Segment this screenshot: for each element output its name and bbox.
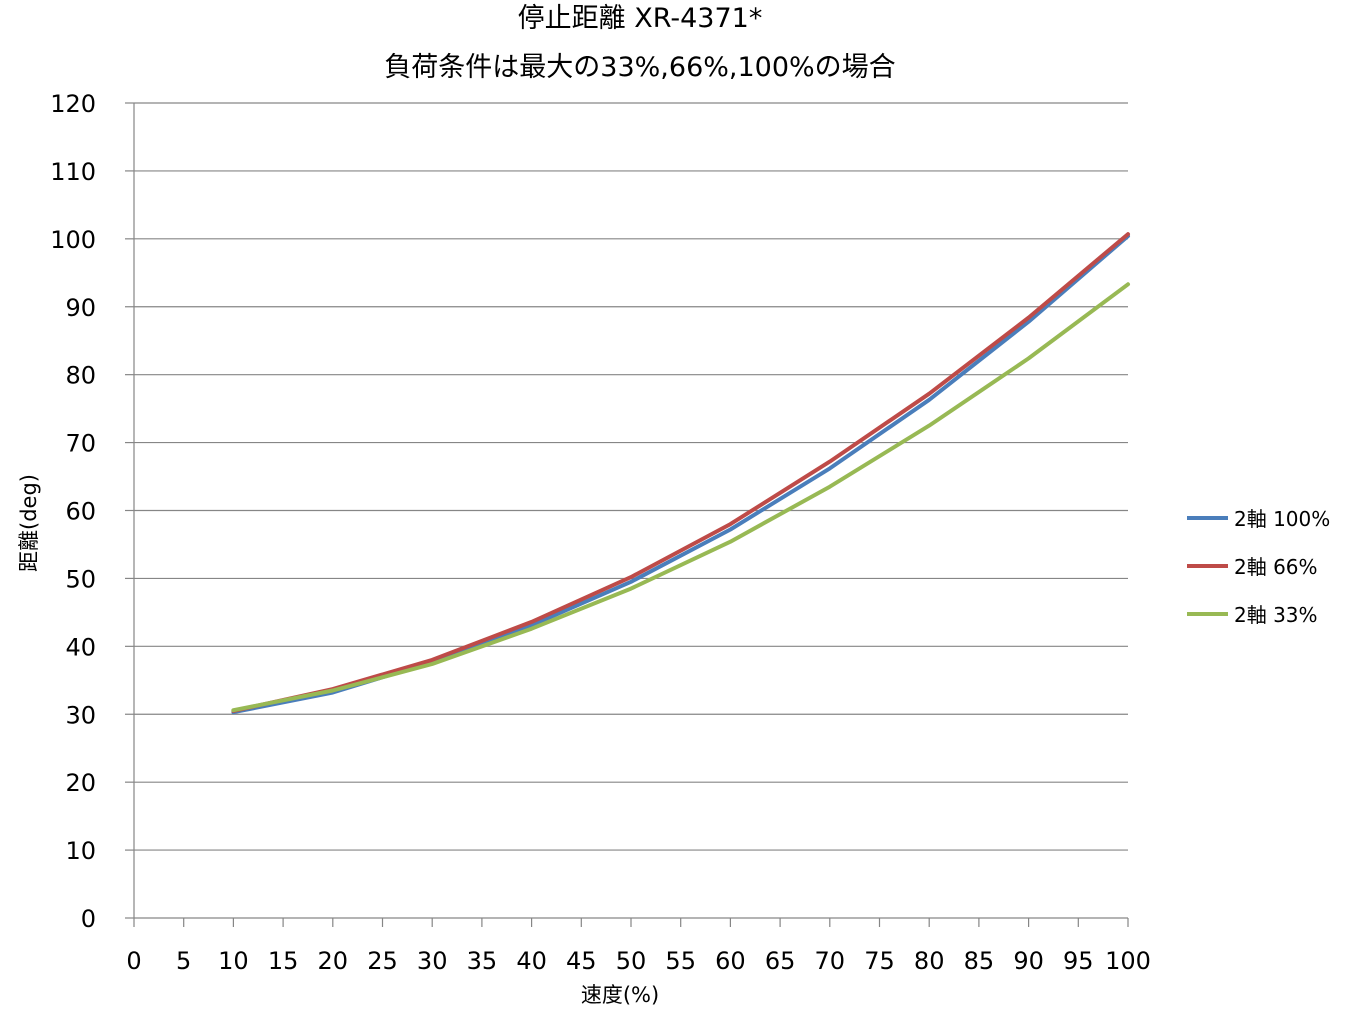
x-tick-label: 20 bbox=[318, 947, 349, 975]
y-tick-label: 30 bbox=[65, 701, 96, 729]
x-tick-label: 55 bbox=[665, 947, 696, 975]
chart-title: 停止距離 XR-4371* bbox=[518, 3, 763, 34]
x-axis-title: 速度(%) bbox=[581, 983, 659, 1007]
x-tick-label: 30 bbox=[417, 947, 448, 975]
legend-label-1: 2軸 100% bbox=[1234, 507, 1330, 531]
y-tick-label: 80 bbox=[65, 362, 96, 390]
y-tick-labels: 0 10 20 30 40 50 60 70 80 90 100 110 120 bbox=[50, 90, 96, 933]
x-tick-label: 40 bbox=[516, 947, 547, 975]
x-tick-label: 15 bbox=[268, 947, 299, 975]
y-tick-label: 100 bbox=[50, 226, 96, 254]
x-tick-label: 90 bbox=[1013, 947, 1044, 975]
y-tick-label: 70 bbox=[65, 430, 96, 458]
y-tick-label: 120 bbox=[50, 90, 96, 118]
y-axis-title: 距離(deg) bbox=[17, 474, 41, 572]
x-tick-label: 70 bbox=[815, 947, 846, 975]
axes bbox=[125, 102, 1129, 927]
series-lines bbox=[231, 232, 1130, 715]
y-tick-label: 20 bbox=[65, 769, 96, 797]
y-tick-label: 60 bbox=[65, 498, 96, 526]
x-tick-label: 25 bbox=[367, 947, 398, 975]
series-line-2 bbox=[231, 232, 1130, 713]
x-tick-label: 80 bbox=[914, 947, 945, 975]
series-line-1 bbox=[231, 234, 1130, 715]
y-tick-label: 0 bbox=[81, 905, 96, 933]
x-tick-label: 35 bbox=[467, 947, 498, 975]
x-tick-label: 50 bbox=[616, 947, 647, 975]
y-tick-label: 40 bbox=[65, 633, 96, 661]
x-tick-label: 85 bbox=[964, 947, 995, 975]
x-tick-label: 100 bbox=[1105, 947, 1151, 975]
gridlines bbox=[134, 102, 1128, 851]
legend-label-3: 2軸 33% bbox=[1234, 603, 1318, 627]
y-tick-label: 90 bbox=[65, 294, 96, 322]
legend: 2軸 100% 2軸 66% 2軸 33% bbox=[1187, 507, 1330, 627]
y-tick-label: 50 bbox=[65, 565, 96, 593]
x-tick-labels: 0 5 10 15 20 25 30 35 40 45 50 55 60 65 70 75 80 85 90 95 10… bbox=[126, 947, 1151, 975]
x-tick-label: 95 bbox=[1063, 947, 1094, 975]
y-tick-label: 10 bbox=[65, 837, 96, 865]
x-tick-label: 5 bbox=[176, 947, 191, 975]
x-tick-label: 65 bbox=[765, 947, 796, 975]
x-tick-label: 10 bbox=[218, 947, 249, 975]
x-tick-label: 75 bbox=[864, 947, 895, 975]
legend-label-2: 2軸 66% bbox=[1234, 555, 1318, 579]
series-line-3 bbox=[231, 282, 1130, 713]
x-tick-label: 0 bbox=[126, 947, 141, 975]
chart-subtitle: 負荷条件は最大の33%,66%,100%の場合 bbox=[384, 52, 895, 83]
x-tick-label: 60 bbox=[715, 947, 746, 975]
y-tick-label: 110 bbox=[50, 158, 96, 186]
x-tick-label: 45 bbox=[566, 947, 597, 975]
